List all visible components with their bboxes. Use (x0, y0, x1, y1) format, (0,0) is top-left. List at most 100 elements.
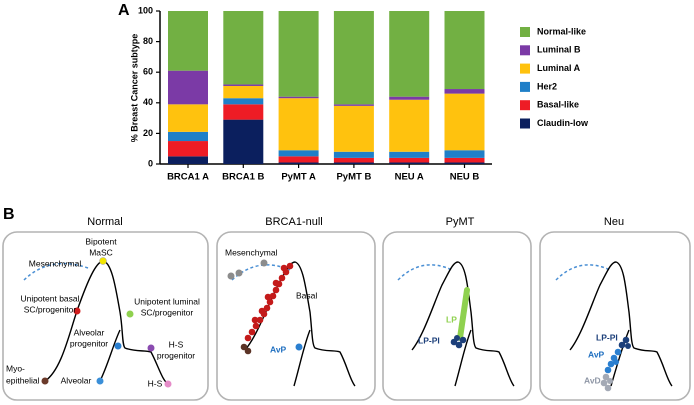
cell-cluster (450, 335, 467, 349)
bar-segment (168, 104, 208, 132)
diagram-label: Unipotent luminal (134, 296, 200, 306)
cell-dot (164, 380, 172, 388)
cell-dot (96, 377, 104, 385)
diagram-label: LP (446, 314, 457, 324)
legend-label: Basal-like (537, 100, 579, 110)
y-axis-label: % Breast Cancer subtype (129, 34, 139, 143)
mesenchymal-arc (397, 264, 453, 281)
cell-cluster (600, 373, 613, 392)
diagram-label: Alveolar (74, 327, 105, 337)
panel-label: A (118, 2, 130, 19)
legend-swatch (520, 45, 530, 56)
diagram-label: AvD (584, 375, 601, 385)
legend-swatch (520, 27, 530, 37)
y-tick-label: 80 (143, 36, 153, 46)
legend-swatch (520, 63, 530, 74)
lineage-curve (454, 329, 472, 387)
bar-segment (389, 162, 430, 164)
cell-dot (295, 343, 303, 351)
bar-segment (444, 93, 485, 151)
bar-segment (223, 119, 264, 164)
cell-cluster (604, 348, 622, 374)
bar-segment (333, 162, 374, 164)
bar-segment (223, 98, 264, 105)
bar-segment (278, 96, 319, 99)
bar-segment (168, 11, 208, 71)
bar-segment (333, 105, 374, 152)
legend-swatch (520, 81, 530, 92)
legend-label: Luminal B (537, 45, 581, 55)
diagram-label: LP-PI (596, 332, 618, 342)
diagram-label: SC/progenitor (141, 307, 194, 317)
bar-segment (444, 157, 485, 163)
bar-segment (444, 150, 485, 158)
bar-segment (389, 99, 430, 152)
cell-dot (73, 307, 81, 315)
diagram-pymt: PyMT LP LP-PI (382, 216, 532, 401)
x-tick-label: PyMT B (336, 172, 371, 183)
bar-segment (223, 85, 264, 99)
diagram-label: Bipotent (85, 236, 117, 246)
bar-segment (333, 157, 374, 163)
diagram-label: H-S (169, 339, 184, 349)
x-tick-label: PyMT A (281, 172, 316, 183)
bar-segment (389, 11, 430, 97)
cell-cluster (618, 336, 631, 349)
y-tick-label: 40 (143, 97, 153, 107)
diagram-box (2, 231, 209, 401)
legend-swatch (520, 118, 530, 129)
bar-segment (168, 70, 208, 105)
diagram-label: epithelial (6, 375, 40, 385)
bar-segment (333, 104, 374, 106)
diagram-label: progenitor (70, 338, 108, 348)
diagram-label: Unipotent basal (20, 293, 79, 303)
panel-label: B (3, 206, 15, 223)
diagram-title: Neu (604, 216, 624, 228)
lineage-curve (411, 261, 515, 387)
diagram-title: BRCA1-null (265, 216, 322, 228)
diagram-label: SC/progenitor (24, 304, 77, 314)
lineage-curve (569, 261, 673, 387)
diagram-title: PyMT (446, 216, 475, 228)
diagram-label: MaSC (89, 247, 113, 257)
cell-dot (147, 344, 155, 352)
bar-segment (168, 131, 208, 142)
bar-segment (278, 150, 319, 157)
cell-cluster (227, 259, 268, 280)
diagram-label: Alveolar (61, 375, 92, 385)
x-tick-label: BRCA1 A (167, 172, 209, 183)
diagram-label: Myo- (6, 363, 25, 373)
cell-cluster (240, 343, 252, 355)
lineage-curve (244, 261, 356, 387)
diagram-label: progenitor (157, 350, 195, 360)
diagram-title: Normal (87, 216, 122, 228)
bar-segment (223, 11, 264, 85)
bar-segment (389, 151, 430, 158)
cell-cluster (457, 287, 470, 341)
y-tick-label: 100 (138, 5, 153, 15)
bar-segment (333, 11, 374, 105)
cell-dot (99, 257, 107, 265)
legend-label: Her2 (537, 81, 557, 91)
bar-segment (444, 162, 485, 164)
diagram-label: H-S (148, 378, 163, 388)
bar-segment (223, 104, 264, 120)
diagram-label: AvP (588, 349, 605, 359)
bar-segment (389, 96, 430, 100)
bar-segment (278, 98, 319, 151)
bar-segment (168, 141, 208, 157)
bar-segment (278, 11, 319, 97)
legend-label: Normal-like (537, 26, 586, 36)
bar-segment (223, 84, 264, 86)
diagram-neu: Neu LP-PI AvP AvD (539, 216, 691, 401)
mesenchymal-arc (555, 264, 611, 281)
mesenchymal-arc (23, 262, 89, 281)
lineage-curve (99, 329, 121, 382)
cell-dot (114, 342, 122, 350)
lineage-curve (293, 329, 311, 387)
diagram-box (539, 231, 691, 401)
diagram-label: Mesenchymal (225, 247, 278, 257)
y-tick-label: 60 (143, 67, 153, 77)
cell-cluster (244, 262, 294, 342)
